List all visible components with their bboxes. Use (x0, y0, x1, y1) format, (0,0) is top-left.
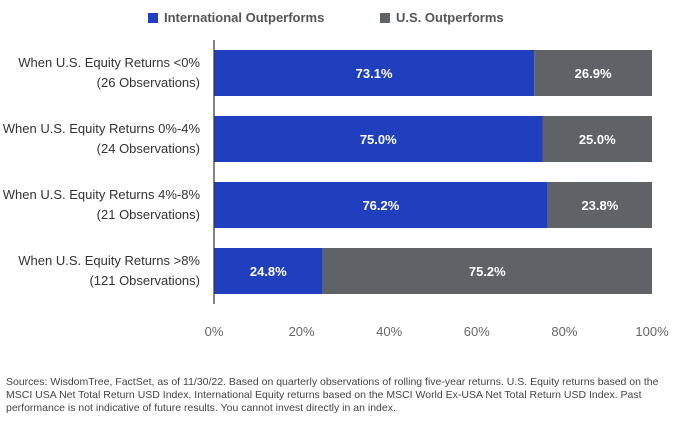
category-label-1-line-1: (24 Observations) (97, 141, 200, 156)
bar-segment-us-1 (542, 116, 652, 162)
bar-value-label-international-0: 73.1% (356, 66, 393, 81)
x-tick-label-2: 40% (376, 324, 402, 339)
bar-value-label-international-3: 24.8% (250, 264, 287, 279)
legend-swatch-international (148, 12, 158, 23)
x-tick-label-1: 20% (289, 324, 315, 339)
x-tick-label-3: 60% (464, 324, 490, 339)
legend-swatch-us (380, 12, 390, 23)
stacked-bar-chart: International Outperforms U.S. Outperfor… (0, 10, 676, 339)
legend-label-us: U.S. Outperforms (396, 10, 504, 25)
bar-value-label-international-2: 76.2% (362, 198, 399, 213)
bar-segment-international-2 (214, 182, 548, 228)
bar-segment-international-1 (214, 116, 543, 162)
bar-value-label-us-0: 26.9% (575, 66, 612, 81)
legend-label-international: International Outperforms (164, 10, 325, 25)
bar-value-label-us-1: 25.0% (579, 132, 616, 147)
category-label-1-line-0: When U.S. Equity Returns 0%-4% (3, 121, 201, 136)
x-tick-label-0: 0% (205, 324, 224, 339)
chart-plot-svg: 73.1% 26.9% When U.S. Equity Returns <0% (2… (3, 40, 669, 339)
bar-value-label-us-2: 23.8% (581, 198, 618, 213)
category-label-0-line-0: When U.S. Equity Returns <0% (18, 55, 200, 70)
legend-item-international: International Outperforms (148, 10, 324, 25)
category-label-2-line-0: When U.S. Equity Returns 4%-8% (3, 187, 201, 202)
legend-item-us: U.S. Outperforms (380, 10, 504, 25)
bar-segment-international-0 (214, 50, 535, 96)
x-tick-label-4: 80% (551, 324, 577, 339)
x-tick-label-5: 100% (635, 324, 669, 339)
source-footnote: Sources: WisdomTree, FactSet, as of 11/3… (6, 376, 659, 414)
category-label-3-line-1: (121 Observations) (89, 273, 200, 288)
bar-segment-international-3 (214, 248, 323, 294)
category-label-0-line-1: (26 Observations) (97, 75, 200, 90)
bar-segment-us-2 (547, 182, 652, 228)
bar-value-label-international-1: 75.0% (360, 132, 397, 147)
bar-segment-us-0 (534, 50, 652, 96)
category-label-2-line-1: (21 Observations) (97, 207, 200, 222)
chart-legend: International Outperforms U.S. Outperfor… (0, 10, 676, 30)
category-label-3-line-0: When U.S. Equity Returns >8% (18, 253, 200, 268)
bar-segment-us-3 (322, 248, 652, 294)
bar-value-label-us-3: 75.2% (469, 264, 506, 279)
